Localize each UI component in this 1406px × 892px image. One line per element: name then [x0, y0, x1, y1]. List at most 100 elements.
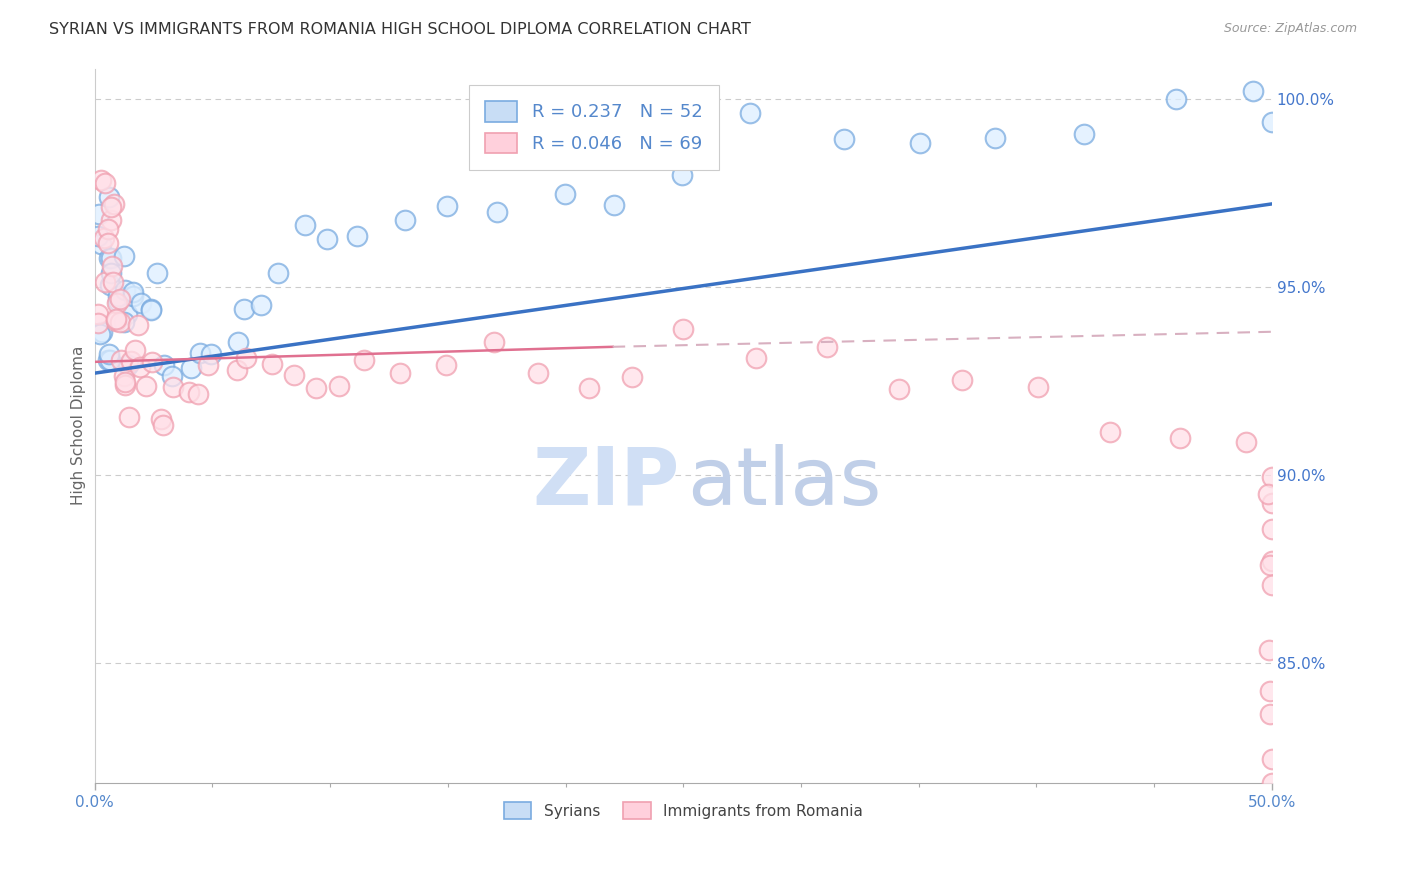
Point [115, 307, 138, 321]
Point [114, 377, 136, 392]
Point [90, 173, 112, 187]
Text: Source: ZipAtlas.com: Source: ZipAtlas.com [1223, 22, 1357, 36]
Point [91, 326, 114, 340]
Point [267, 267, 290, 281]
Point [738, 105, 761, 120]
Text: SYRIAN VS IMMIGRANTS FROM ROMANIA HIGH SCHOOL DIPLOMA CORRELATION CHART: SYRIAN VS IMMIGRANTS FROM ROMANIA HIGH S… [49, 22, 751, 37]
Point [1166, 92, 1188, 106]
Point [394, 213, 416, 227]
Point [98, 189, 121, 203]
Point [186, 386, 208, 401]
Point [554, 187, 576, 202]
Point [1261, 578, 1284, 592]
Point [98, 346, 121, 360]
Point [177, 385, 200, 400]
Point [1026, 379, 1049, 393]
Point [160, 369, 183, 384]
Point [305, 381, 328, 395]
Point [603, 198, 626, 212]
Point [135, 379, 157, 393]
Point [129, 296, 152, 310]
Point [197, 359, 219, 373]
Point [1258, 706, 1281, 721]
Point [950, 373, 973, 387]
Point [1261, 470, 1284, 484]
Point [1258, 558, 1281, 573]
Point [225, 363, 247, 377]
Point [100, 200, 122, 214]
Point [434, 359, 457, 373]
Point [1168, 431, 1191, 445]
Point [105, 312, 128, 326]
Point [100, 259, 122, 273]
Point [117, 409, 139, 424]
Point [180, 361, 202, 376]
Point [141, 354, 163, 368]
Point [188, 345, 211, 359]
Point [122, 285, 145, 299]
Point [436, 199, 458, 213]
Text: ZIP: ZIP [533, 444, 679, 522]
Point [1261, 752, 1284, 766]
Point [152, 417, 174, 432]
Point [120, 353, 142, 368]
Point [146, 266, 169, 280]
Point [110, 353, 132, 368]
Point [232, 302, 254, 317]
Point [90, 237, 112, 252]
Point [89, 207, 111, 221]
Text: atlas: atlas [688, 444, 882, 522]
Point [200, 347, 222, 361]
Point [100, 212, 122, 227]
Point [122, 289, 145, 303]
Point [1261, 554, 1284, 568]
Point [98, 352, 121, 367]
Point [1261, 496, 1284, 510]
Point [129, 359, 152, 374]
Point [162, 380, 184, 394]
Point [117, 358, 139, 372]
Point [127, 318, 149, 333]
Point [97, 252, 120, 266]
Point [87, 229, 110, 244]
Point [1257, 487, 1279, 501]
Point [100, 252, 122, 266]
Point [671, 168, 693, 182]
Point [578, 381, 600, 395]
Point [744, 351, 766, 366]
Point [889, 382, 911, 396]
Point [1241, 84, 1264, 98]
Point [1098, 425, 1121, 440]
Point [672, 322, 695, 336]
Point [620, 370, 643, 384]
Point [389, 366, 412, 380]
Point [103, 197, 125, 211]
Point [832, 131, 855, 145]
Point [527, 366, 550, 380]
Point [294, 218, 316, 232]
Point [1258, 643, 1281, 657]
Point [283, 368, 305, 383]
Point [485, 204, 508, 219]
Point [94, 275, 117, 289]
Y-axis label: High School Diploma: High School Diploma [72, 346, 86, 506]
Point [100, 267, 122, 281]
Point [87, 316, 110, 330]
Point [114, 368, 136, 383]
Point [346, 229, 368, 244]
Point [153, 359, 176, 373]
Point [328, 379, 350, 393]
Point [89, 326, 111, 341]
Point [97, 222, 120, 236]
Legend: Syrians, Immigrants from Romania: Syrians, Immigrants from Romania [498, 796, 869, 825]
Point [1261, 522, 1284, 536]
Point [107, 294, 129, 309]
Point [1261, 115, 1284, 129]
Point [353, 353, 375, 368]
Point [262, 358, 284, 372]
Point [228, 334, 250, 349]
Point [1073, 127, 1095, 141]
Point [815, 340, 838, 354]
Point [100, 277, 122, 292]
Point [112, 315, 135, 329]
